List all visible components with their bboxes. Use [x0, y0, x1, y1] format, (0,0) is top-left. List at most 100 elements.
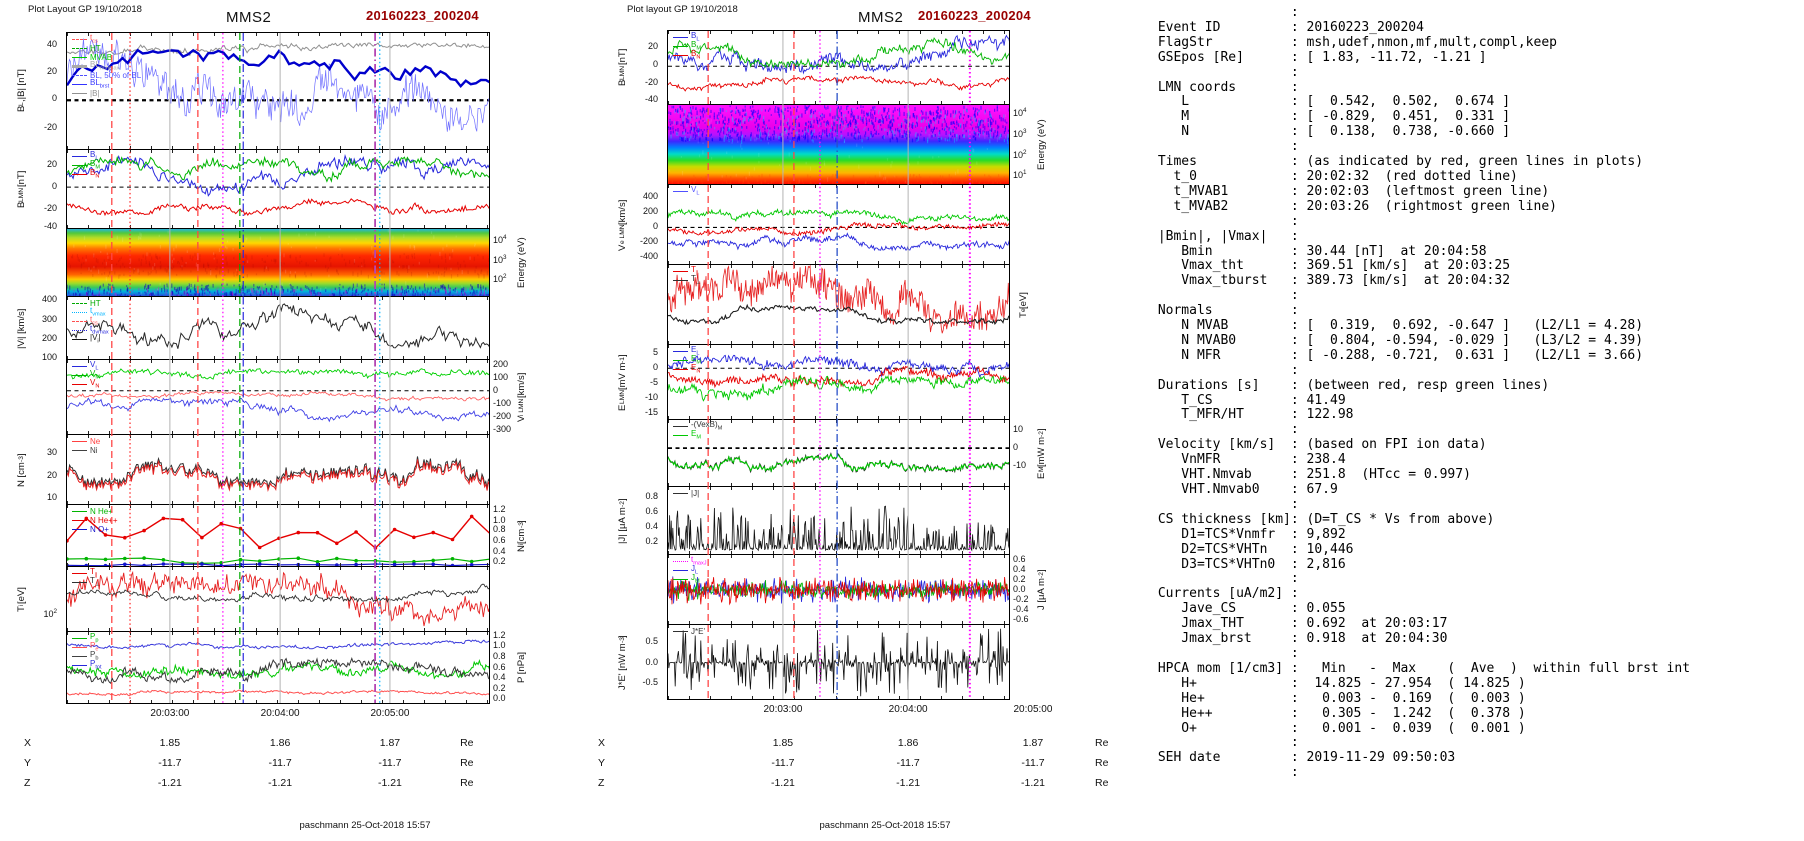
legend-swatch	[673, 191, 688, 192]
y-tick-label: -40	[43, 220, 57, 231]
legend-swatch	[673, 55, 688, 56]
legend-swatch	[72, 312, 87, 313]
position-value: 1.87	[379, 737, 401, 749]
y-tick-label: 0.8	[645, 491, 658, 502]
series-plot-svg	[668, 265, 1009, 334]
series-marker	[296, 556, 301, 560]
x-minor-ticks-bottom	[668, 341, 1009, 344]
series-marker	[67, 557, 69, 561]
series-polyline	[668, 354, 1009, 378]
legend-label: Pp	[90, 632, 99, 644]
event-id-label: 20160223_200204	[366, 8, 479, 23]
right-y-tick-label: 0	[1013, 442, 1019, 453]
legend-label: N He+	[90, 507, 113, 516]
y-tick-label: 30	[46, 447, 57, 458]
legend-swatch	[673, 579, 688, 580]
legend-swatch	[673, 37, 688, 38]
legend-item: VN	[72, 378, 100, 389]
legend-swatch	[673, 46, 688, 47]
legend-swatch	[72, 656, 87, 657]
legend-label: JM	[691, 572, 700, 585]
spacecraft-title: MMS2	[226, 9, 272, 26]
series-plot-svg	[668, 576, 1009, 606]
series-polyline	[668, 453, 1009, 473]
legend-label: MVAB	[90, 53, 113, 62]
x-minor-ticks-bottom	[67, 628, 489, 631]
y-tick-label: -20	[644, 77, 658, 88]
series-marker	[335, 556, 339, 561]
series-plot-svg	[668, 628, 1009, 697]
panel-b-lmn: B LMN [nT] 20 0 -20 -40 BL BM BN	[0, 150, 520, 231]
series-marker	[392, 527, 397, 532]
position-row: Y -11.7 -11.7 -11.7 Re	[0, 757, 520, 773]
y-tick-label: 10	[46, 492, 57, 502]
x-minor-ticks-top	[668, 420, 1009, 423]
y-tick-label: 0.6	[645, 506, 658, 517]
position-unit: Re	[460, 777, 474, 789]
series-marker	[489, 557, 490, 561]
series-polyline	[67, 515, 489, 549]
series-marker	[431, 558, 436, 563]
legend-label: -(VexB)M	[691, 420, 723, 432]
y-tick-label: 0.2	[645, 536, 658, 547]
legend-swatch	[72, 156, 87, 157]
legend-item: tdvmax	[72, 324, 109, 335]
series-polyline	[668, 208, 1009, 226]
panel-plot-area: tmaxJ JL JM	[667, 555, 1010, 625]
x-minor-ticks-top	[67, 505, 489, 508]
series-polyline	[67, 656, 489, 685]
y-tick-label: 100	[41, 352, 57, 363]
series-marker	[238, 526, 243, 531]
position-value: -11.7	[268, 757, 292, 769]
panel-pressure: Pp Pe Pb Ptot 1.2 1.0 0.8 0.6 0.4 0.2 0.0 P [nPa]	[0, 630, 527, 704]
spectrogram-texture	[67, 229, 489, 296]
right-y-tick-label: 103	[1013, 127, 1027, 139]
series-marker	[354, 558, 358, 563]
legend-item: EL	[673, 345, 701, 356]
right-y-tick-label: 0.4	[1013, 563, 1026, 574]
series-polyline	[668, 34, 1009, 75]
series-marker	[142, 556, 146, 560]
series-polyline	[67, 583, 489, 603]
y-axis-label: |V i | [km/s]	[16, 308, 27, 349]
position-value: -11.7	[771, 757, 795, 769]
series-plot-svg	[67, 303, 489, 349]
right-y-tick-label: -100	[493, 398, 512, 409]
position-row: Y -11.7 -11.7 -11.7 Re	[520, 757, 1144, 773]
right-y-tick-label: 0.0	[493, 692, 506, 703]
legend-label: BN	[691, 48, 701, 61]
panel-plot-area: VL VM VN	[66, 360, 490, 435]
panel-legend: |J|	[673, 489, 699, 498]
legend-label: Pe	[90, 640, 99, 653]
plot-footer: paschmann 25-Oct-2018 15:57	[299, 820, 431, 831]
panel-legend: -(VexB)M EM	[673, 420, 723, 440]
right-y-tick-label: 102	[1013, 148, 1027, 160]
legend-swatch	[72, 511, 87, 512]
legend-item: BN	[72, 168, 100, 179]
y-tick-label: 20	[647, 41, 658, 52]
right-y-tick-label: 0.2	[493, 556, 506, 567]
panel-bl-babs: B L ,|B| [nT] 40 20 0 -20 tcs HT MVAB BLminmax BL, …	[0, 32, 520, 150]
x-minor-ticks-top	[668, 265, 1009, 268]
series-marker	[84, 556, 89, 561]
legend-item: JM	[673, 572, 707, 585]
legend-item: Pe	[72, 640, 102, 653]
right-y-tick-label: 0.8	[493, 524, 506, 535]
panel-plot-area: Ne Ni	[66, 435, 490, 505]
x-tick-label: 20:03:00	[763, 704, 803, 715]
panel-legend: EL EM EN	[673, 345, 701, 374]
panel-plot-area: -(VexB)M EM	[667, 420, 1010, 487]
series-polyline	[67, 38, 489, 132]
position-row: X 1.85 1.86 1.87 Re	[0, 737, 520, 753]
position-value: 1.86	[269, 737, 291, 749]
x-minor-ticks-top	[668, 625, 1009, 628]
legend-label: BM	[90, 158, 101, 171]
legend-item: BL	[72, 150, 100, 161]
position-axis-label: Z	[598, 777, 605, 789]
panel-legend: Pp Pe Pb Ptot	[72, 632, 102, 670]
y-tick-label: 0	[51, 93, 57, 104]
legend-label: T⊥	[90, 575, 100, 588]
